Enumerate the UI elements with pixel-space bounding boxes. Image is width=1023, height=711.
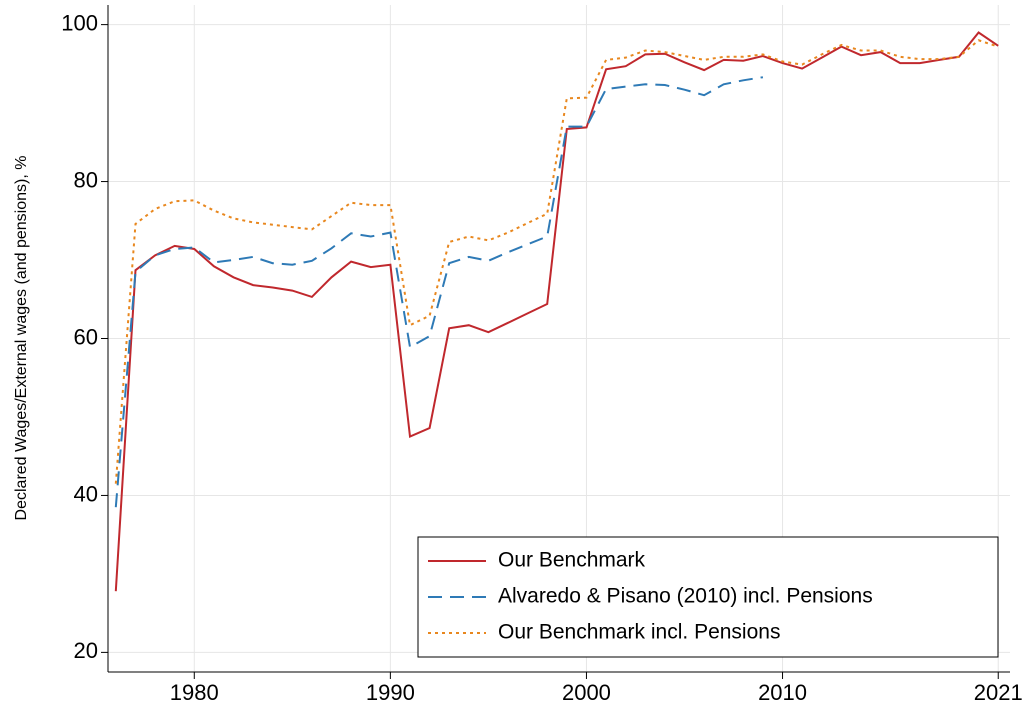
x-tick-label: 2010 bbox=[758, 680, 807, 705]
y-tick-label: 40 bbox=[74, 481, 98, 506]
y-tick-label: 60 bbox=[74, 324, 98, 349]
legend-label: Our Benchmark incl. Pensions bbox=[498, 621, 780, 644]
y-tick-label: 20 bbox=[74, 638, 98, 663]
y-tick-label: 80 bbox=[74, 167, 98, 192]
data-line bbox=[114, 31, 999, 592]
x-tick-label: 1990 bbox=[366, 680, 415, 705]
y-tick-label: 100 bbox=[61, 10, 98, 35]
x-tick-label: 2021 bbox=[974, 680, 1023, 705]
data-line bbox=[114, 39, 999, 484]
legend-box bbox=[417, 536, 999, 658]
data-line bbox=[114, 76, 764, 508]
x-tick-label: 1980 bbox=[170, 680, 219, 705]
x-tick-label: 2000 bbox=[562, 680, 611, 705]
legend-label: Alvaredo & Pisano (2010) incl. Pensions bbox=[498, 585, 873, 608]
legend-label: Our Benchmark bbox=[498, 549, 646, 572]
y-axis-label: Declared Wages/External wages (and pensi… bbox=[13, 156, 30, 521]
